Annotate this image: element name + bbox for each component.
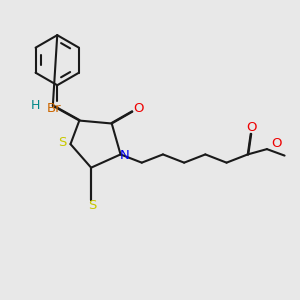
Text: O: O xyxy=(271,137,282,150)
Text: N: N xyxy=(120,149,130,162)
Text: H: H xyxy=(31,99,40,112)
Text: O: O xyxy=(246,121,257,134)
Text: O: O xyxy=(134,102,144,115)
Text: Br: Br xyxy=(47,102,62,115)
Text: S: S xyxy=(58,136,66,149)
Text: S: S xyxy=(88,200,97,212)
